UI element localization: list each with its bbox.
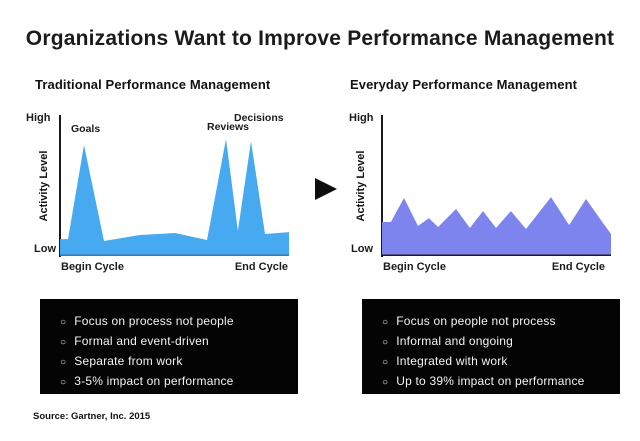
list-item: ○ Integrated with work: [382, 352, 614, 372]
list-item: ○ Up to 39% impact on performance: [382, 372, 614, 392]
source-note: Source: Gartner, Inc. 2015: [33, 411, 151, 422]
bullet-text: Focus on people not process: [396, 314, 556, 328]
left-chart-title: Traditional Performance Management: [35, 77, 271, 92]
left-chart-xtick-begin: Begin Cycle: [61, 261, 124, 273]
left-chart-y-axis-label: Activity Level: [38, 150, 50, 222]
right-chart-xtick-begin: Begin Cycle: [383, 261, 446, 273]
circle-bullet-icon: ○: [60, 317, 67, 328]
right-chart-title: Everyday Performance Management: [350, 77, 578, 92]
left-chart-ytick-low: Low: [34, 243, 56, 255]
left-chart-y-axis-line: [59, 115, 61, 257]
bullet-list: ○ Focus on process not people ○ Formal and…: [40, 299, 298, 392]
annotation-decisions: Decisions: [234, 112, 284, 124]
bullet-text: Separate from work: [74, 354, 183, 368]
annotation-goals: Goals: [71, 123, 101, 135]
bullet-text: 3-5% impact on performance: [74, 374, 234, 388]
bullet-list: ○ Focus on people not process ○ Informal a…: [362, 299, 620, 392]
list-item: ○ Formal and event-driven: [60, 332, 292, 352]
traditional-summary-panel: ○ Focus on process not people ○ Formal and…: [40, 299, 298, 394]
right-chart-y-axis-label: Activity Level: [355, 150, 367, 222]
right-chart-y-axis-line: [381, 115, 383, 257]
left-chart-ytick-high: High: [26, 112, 51, 124]
bullet-text: Formal and event-driven: [74, 334, 209, 348]
circle-bullet-icon: ○: [382, 357, 389, 368]
circle-bullet-icon: ○: [60, 357, 67, 368]
left-area-chart: [60, 139, 289, 256]
list-item: ○ Separate from work: [60, 352, 292, 372]
circle-bullet-icon: ○: [382, 317, 389, 328]
right-area-chart: [382, 197, 611, 256]
circle-bullet-icon: ○: [60, 377, 67, 388]
bullet-text: Focus on process not people: [74, 314, 234, 328]
circle-bullet-icon: ○: [382, 337, 389, 348]
list-item: ○ Focus on process not people: [60, 312, 292, 332]
right-chart-ytick-low: Low: [351, 243, 373, 255]
list-item: ○ 3-5% impact on performance: [60, 372, 292, 392]
everyday-summary-panel: ○ Focus on people not process ○ Informal a…: [362, 299, 620, 394]
circle-bullet-icon: ○: [60, 337, 67, 348]
arrow-right-icon: [315, 178, 337, 200]
list-item: ○ Focus on people not process: [382, 312, 614, 332]
right-chart-xtick-end: End Cycle: [551, 261, 605, 273]
bullet-text: Informal and ongoing: [396, 334, 513, 348]
bullet-text: Integrated with work: [396, 354, 508, 368]
circle-bullet-icon: ○: [382, 377, 389, 388]
page-title: Organizations Want to Improve Performanc…: [25, 27, 615, 50]
list-item: ○ Informal and ongoing: [382, 332, 614, 352]
bullet-text: Up to 39% impact on performance: [396, 374, 585, 388]
annotation-reviews: Reviews: [207, 121, 250, 133]
right-chart-ytick-high: High: [349, 112, 374, 124]
left-chart-xtick-end: End Cycle: [234, 261, 288, 273]
